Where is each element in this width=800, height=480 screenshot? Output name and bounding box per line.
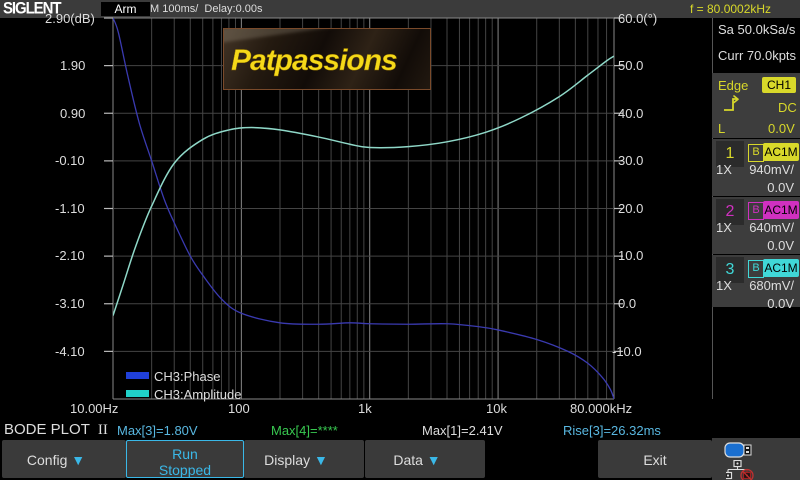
svg-text:Patpassions: Patpassions [231, 44, 397, 77]
